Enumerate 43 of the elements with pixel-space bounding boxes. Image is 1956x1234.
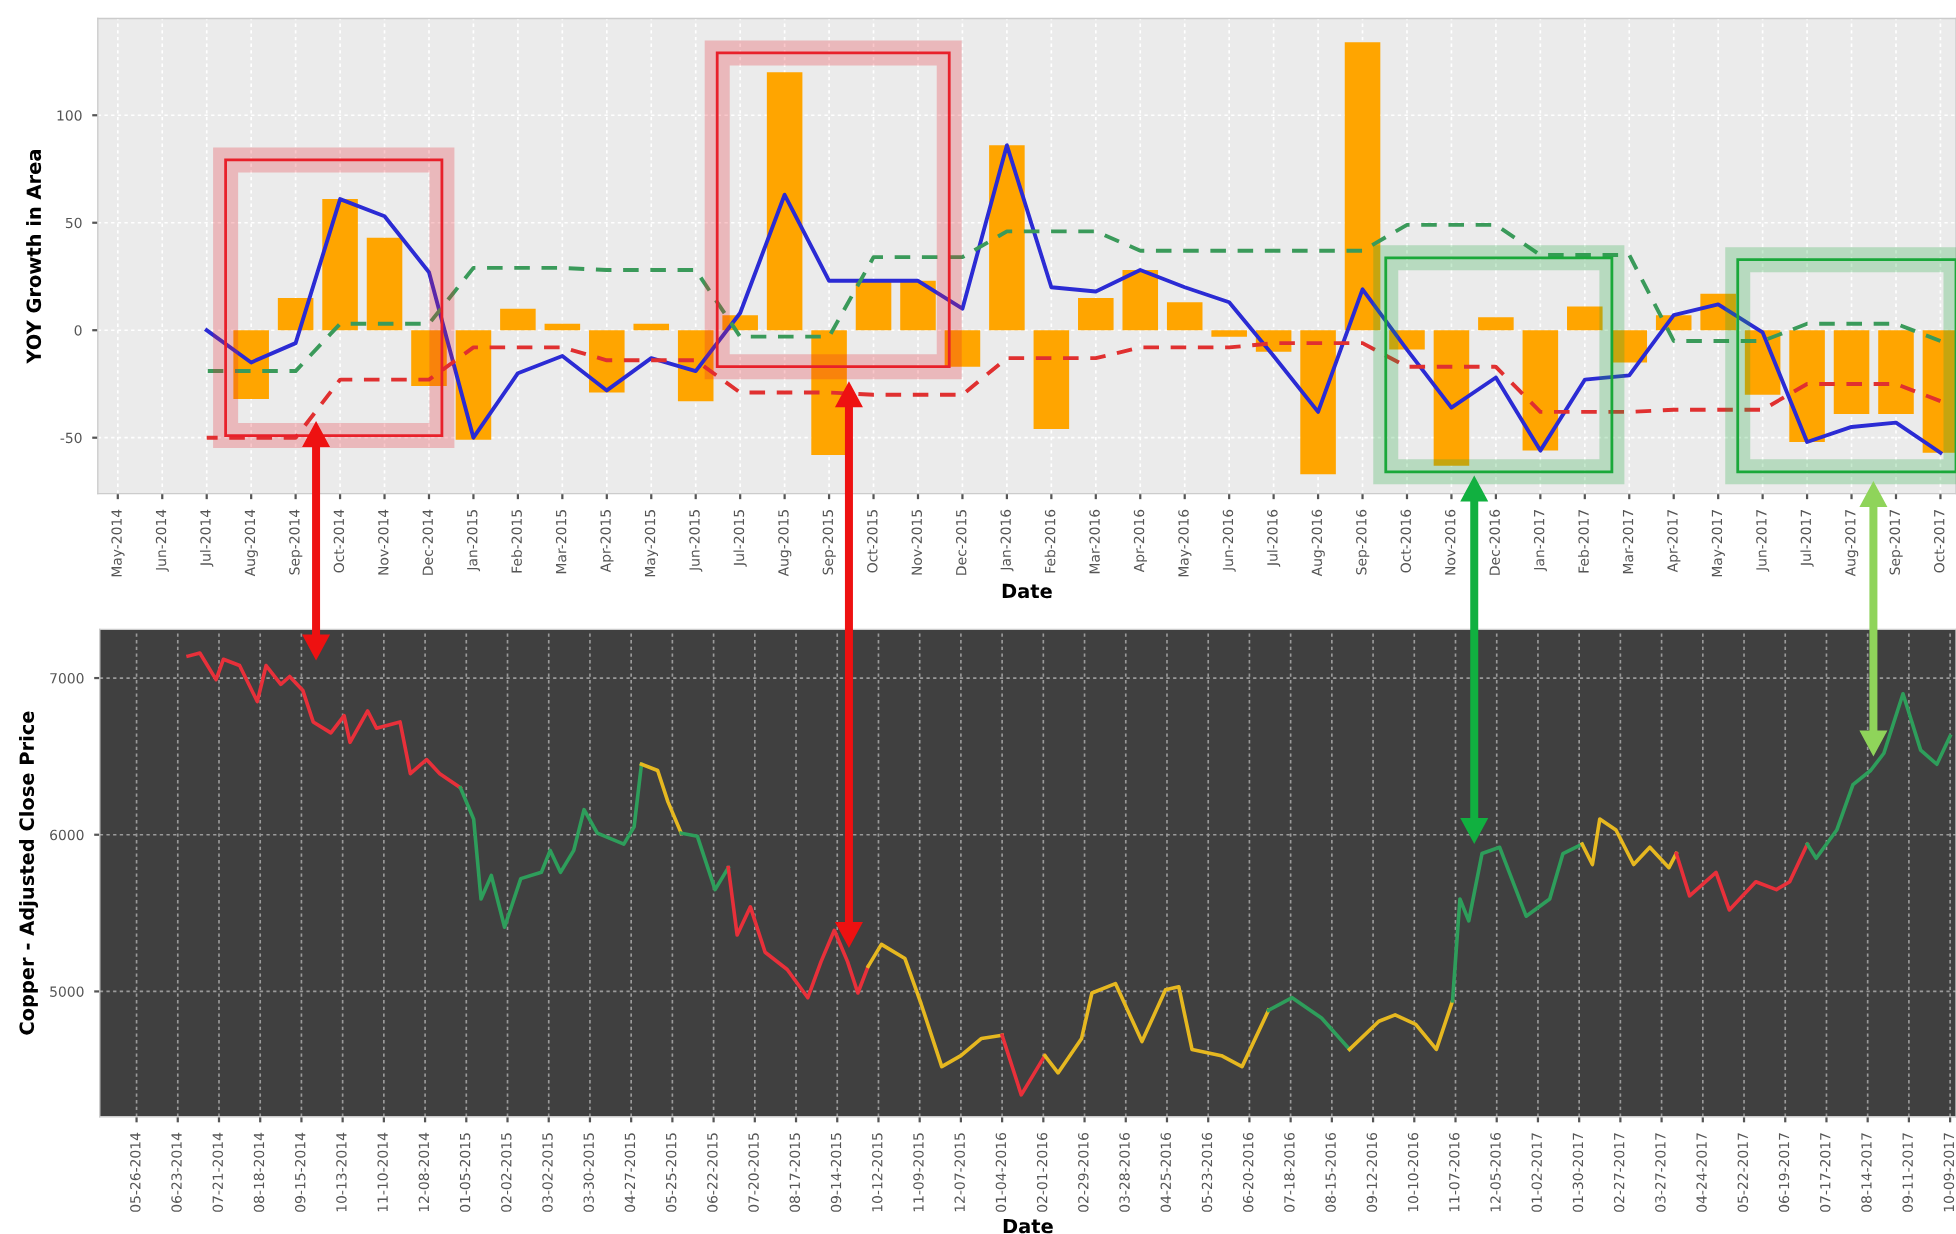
line-series (186, 651, 463, 790)
bar (1122, 270, 1159, 331)
line-series (679, 831, 731, 892)
bar (500, 308, 536, 331)
bar (366, 237, 403, 331)
bar (1878, 330, 1914, 415)
bar (544, 323, 581, 331)
x-axis-title: Date (1003, 1218, 1053, 1234)
bar (1833, 330, 1870, 415)
line-series (1043, 981, 1271, 1075)
line-series (866, 942, 1004, 1069)
bar (1344, 42, 1381, 331)
bar (1478, 317, 1514, 331)
bar (944, 330, 981, 367)
bar (633, 323, 670, 331)
bar (1300, 330, 1336, 475)
bar (1033, 330, 1070, 430)
bar (322, 199, 358, 331)
bar (1789, 330, 1825, 443)
bar (233, 330, 269, 400)
bar (900, 280, 936, 331)
bar (1433, 330, 1470, 466)
bar (1166, 302, 1203, 331)
line-series (726, 865, 870, 1000)
bar (1078, 297, 1114, 331)
y-axis-title: YOY Growth in Area (26, 150, 42, 364)
y-axis-title: Copper - Adjusted Close Price (19, 711, 39, 1035)
line-series (1266, 995, 1352, 1052)
bar (855, 280, 892, 331)
bar (1922, 330, 1956, 453)
line-series (1450, 842, 1584, 1003)
line-series (639, 762, 684, 835)
bar (989, 145, 1025, 331)
bar (1522, 330, 1559, 451)
bar (1567, 306, 1603, 331)
x-axis-title: Date (1002, 583, 1052, 599)
line-series (1347, 999, 1455, 1052)
bar (1211, 330, 1247, 337)
line-series (1674, 842, 1810, 912)
line-series (458, 762, 644, 929)
bar (766, 72, 803, 331)
line-series (1805, 691, 1952, 861)
line-series (1580, 817, 1679, 870)
